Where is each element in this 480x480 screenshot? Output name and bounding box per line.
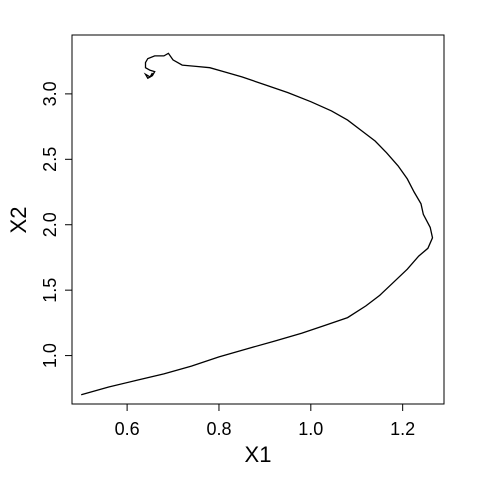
series-line-0 — [81, 52, 434, 396]
y-tick-label: 1.5 — [40, 278, 60, 303]
y-tick-label: 2.0 — [40, 212, 60, 237]
y-tick-label: 3.0 — [40, 81, 60, 106]
plot-frame — [71, 34, 445, 405]
y-axis-title: X2 — [6, 207, 31, 234]
y-tick-label: 2.5 — [40, 147, 60, 172]
x-tick-label: 0.8 — [206, 419, 231, 439]
y-axis: 1.0 1.5 2.0 2.5 3.0 — [40, 81, 72, 368]
y-tick-label: 1.0 — [40, 343, 60, 368]
x-axis: 0.6 0.8 1.0 1.2 — [115, 404, 415, 439]
x-axis-title: X1 — [245, 442, 272, 467]
series-layer — [81, 52, 434, 396]
x-tick-label: 1.0 — [298, 419, 323, 439]
x-tick-label: 0.6 — [115, 419, 140, 439]
x-tick-label: 1.2 — [390, 419, 415, 439]
